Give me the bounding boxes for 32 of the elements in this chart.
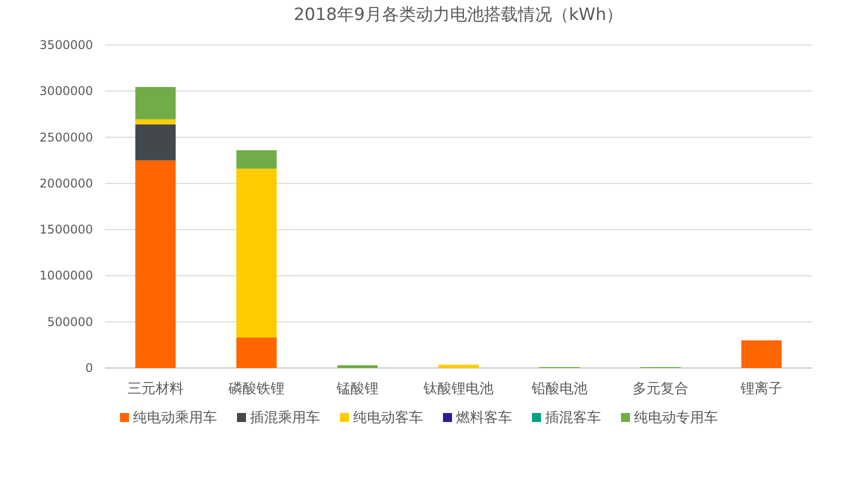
x-tick-label: 钛酸锂电池 (422, 381, 494, 397)
legend-label: 燃料客车 (456, 410, 512, 426)
bar (438, 364, 479, 368)
y-tick-label: 0 (85, 361, 93, 375)
x-tick-label: 锂离子 (740, 381, 782, 397)
y-tick-label: 2000000 (40, 176, 93, 190)
x-tick-label: 多元复合 (632, 381, 688, 397)
bar (135, 119, 176, 124)
y-tick-label: 3000000 (40, 84, 93, 98)
legend-label: 纯电动客车 (353, 410, 423, 426)
legend-label: 纯电动专用车 (634, 410, 718, 426)
bar (236, 150, 277, 169)
bar (337, 365, 378, 368)
bar (135, 160, 176, 368)
bar (135, 86, 176, 120)
chart-title: 2018年9月各类动力电池搭载情况（kWh） (294, 5, 624, 25)
bar (135, 124, 176, 160)
legend-label: 插混乘用车 (250, 410, 320, 426)
legend-label: 纯电动乘用车 (133, 410, 217, 426)
bar (741, 340, 782, 368)
legend-label: 插混客车 (545, 410, 601, 426)
bar (236, 338, 277, 368)
x-tick-label: 三元材料 (128, 381, 184, 397)
y-tick-label: 2500000 (40, 130, 93, 144)
y-tick-label: 1000000 (40, 268, 93, 283)
x-tick-label: 锰酸锂 (336, 381, 378, 397)
y-tick-label: 1500000 (40, 222, 93, 237)
y-tick-label: 3500000 (40, 38, 93, 52)
x-tick-label: 铅酸电池 (530, 381, 588, 397)
bar (236, 168, 277, 338)
x-tick-label: 磷酸铁锂 (228, 381, 284, 397)
y-tick-label: 500000 (47, 314, 93, 329)
